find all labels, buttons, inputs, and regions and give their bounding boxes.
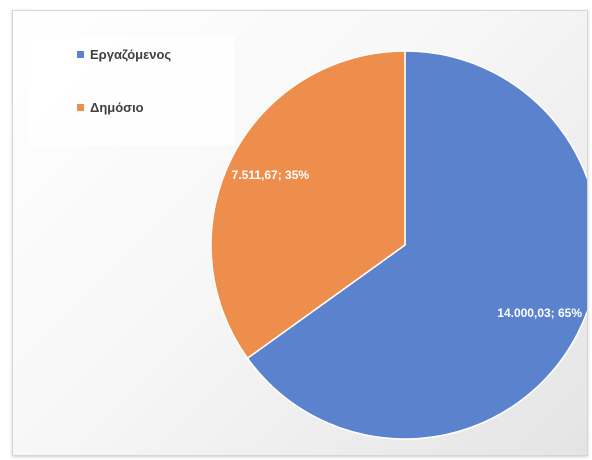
data-label-ergazomenos: 14.000,03; 65% (497, 306, 582, 320)
legend-swatch-dimosio (77, 104, 84, 111)
legend-item-ergazomenos: Εργαζόμενος (77, 47, 171, 62)
pie-slice-dimosio (210, 50, 406, 360)
legend-label-dimosio: Δημόσιο (90, 100, 144, 115)
legend-label-ergazomenos: Εργαζόμενος (90, 47, 172, 62)
pie-chart: 14.000,03; 65% 7.511,67; 35% (210, 50, 587, 440)
legend-item-dimosio: Δημόσιο (77, 100, 144, 115)
legend-swatch-ergazomenos (77, 51, 84, 58)
legend: Εργαζόμενος Δημόσιο (27, 36, 235, 146)
data-label-dimosio: 7.511,67; 35% (232, 168, 310, 182)
pie-slice-ergazomenos (246, 50, 587, 440)
chart-area: Εργαζόμενος Δημόσιο 14.000,03; 65% 7.511,… (12, 10, 588, 456)
